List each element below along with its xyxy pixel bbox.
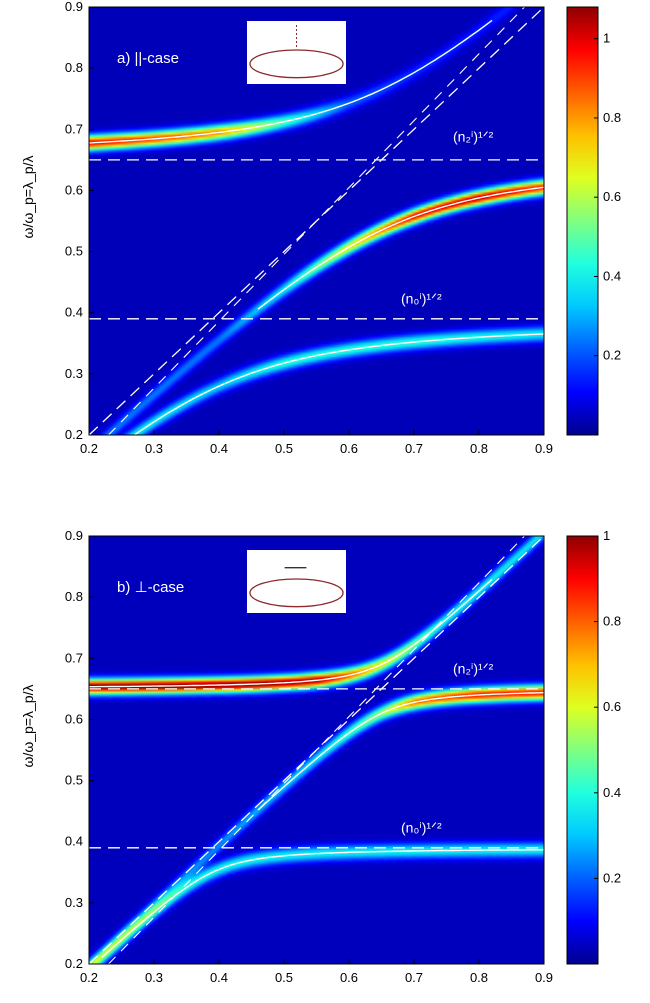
- x-tick-label: 0.6: [340, 970, 358, 985]
- asymptote-label-1: (n₀ⁱ)¹ᐟ²: [401, 820, 442, 836]
- colorbar: [566, 6, 599, 436]
- y-tick-label: 0.6: [65, 711, 83, 726]
- x-tick-label: 0.3: [145, 441, 163, 456]
- dispersion-curve-middle: [257, 692, 544, 811]
- colorbar-tick-label: 0.8: [603, 110, 621, 125]
- x-tick-label: 0.5: [275, 441, 293, 456]
- y-tick-label: 0.4: [65, 305, 83, 320]
- x-tick-label: 0.2: [80, 970, 98, 985]
- y-axis-label: ω/ω_p=λ_p/λ: [20, 685, 36, 768]
- dispersion-curve-lower: [101, 333, 545, 459]
- asymptote-diagonal: [88, 6, 545, 436]
- panel-label: b) ⊥-case: [117, 579, 184, 596]
- colorbar-tick-label: 0.4: [603, 785, 621, 800]
- y-tick-label: 0.5: [65, 244, 83, 259]
- y-axis-label: ω/ω_p=λ_p/λ: [20, 156, 36, 239]
- y-tick-label: 0.2: [65, 956, 83, 971]
- x-tick-label: 0.3: [145, 970, 163, 985]
- colorbar-tick-label: 0.4: [603, 268, 621, 283]
- y-tick-label: 0.7: [65, 650, 83, 665]
- y-tick-label: 0.6: [65, 182, 83, 197]
- chart-panel-a: a) ||-case (n₂ⁱ)¹ᐟ² (n₀ⁱ)¹ᐟ² 0.2 0.3 0.4 0.5 0.…: [20, 0, 621, 459]
- asymptote-diagonal-shifted: [108, 6, 525, 436]
- asymptote-diagonal-shifted: [108, 535, 525, 965]
- inset-ellipse: [249, 578, 344, 608]
- x-tick-label: 0.6: [340, 441, 358, 456]
- colorbar-tick-label: 0.6: [603, 189, 621, 204]
- x-tick-label: 0.4: [210, 441, 228, 456]
- x-tick-label: 0.4: [210, 970, 228, 985]
- asymptote-label-1: (n₀ⁱ)¹ᐟ²: [401, 291, 442, 307]
- y-tick-label: 0.3: [65, 366, 83, 381]
- colorbar-tick-label: 1: [603, 528, 610, 543]
- y-tick-label: 0.5: [65, 773, 83, 788]
- colorbar: [566, 535, 599, 965]
- y-tick-label: 0.9: [65, 0, 83, 14]
- chart-panel-b: b) ⊥-case (n₂ⁱ)¹ᐟ² (n₀ⁱ)¹ᐟ² 0.2 0.3 0.4 0.5 0.6…: [20, 528, 621, 985]
- asymptote-label-0: (n₂ⁱ)¹ᐟ²: [453, 661, 494, 677]
- inset-box: [247, 550, 346, 613]
- x-tick-label: 0.8: [470, 970, 488, 985]
- y-tick-label: 0.2: [65, 427, 83, 442]
- x-tick-label: 0.9: [535, 441, 553, 456]
- x-tick-label: 0.8: [470, 441, 488, 456]
- plot-frame: [88, 6, 545, 436]
- asymptote-label-0: (n₂ⁱ)¹ᐟ²: [453, 129, 494, 145]
- dispersion-curve-upper: [89, 578, 493, 688]
- dispersion-curve-middle: [257, 186, 545, 310]
- y-tick-label: 0.8: [65, 60, 83, 75]
- plot-frame: [88, 535, 545, 965]
- asymptote-diagonal: [88, 535, 545, 965]
- dispersion-curve-upper: [88, 19, 493, 144]
- x-tick-label: 0.7: [405, 441, 423, 456]
- colorbar-tick-label: 0.8: [603, 614, 621, 629]
- colorbar-tick-label: 0.2: [603, 870, 621, 885]
- y-tick-label: 0.3: [65, 895, 83, 910]
- colorbar-tick-label: 1: [603, 31, 610, 46]
- y-tick-label: 0.7: [65, 121, 83, 136]
- y-tick-label: 0.8: [65, 589, 83, 604]
- y-tick-label: 0.9: [65, 528, 83, 543]
- y-tick-label: 0.4: [65, 834, 83, 849]
- colorbar-tick-label: 0.2: [603, 348, 621, 363]
- inset-ellipse: [249, 49, 344, 79]
- x-tick-label: 0.5: [275, 970, 293, 985]
- panel-label: a) ||-case: [117, 50, 179, 67]
- x-tick-label: 0.9: [535, 970, 553, 985]
- colorbar-tick-label: 0.6: [603, 699, 621, 714]
- x-tick-label: 0.2: [80, 441, 98, 456]
- x-tick-label: 0.7: [405, 970, 423, 985]
